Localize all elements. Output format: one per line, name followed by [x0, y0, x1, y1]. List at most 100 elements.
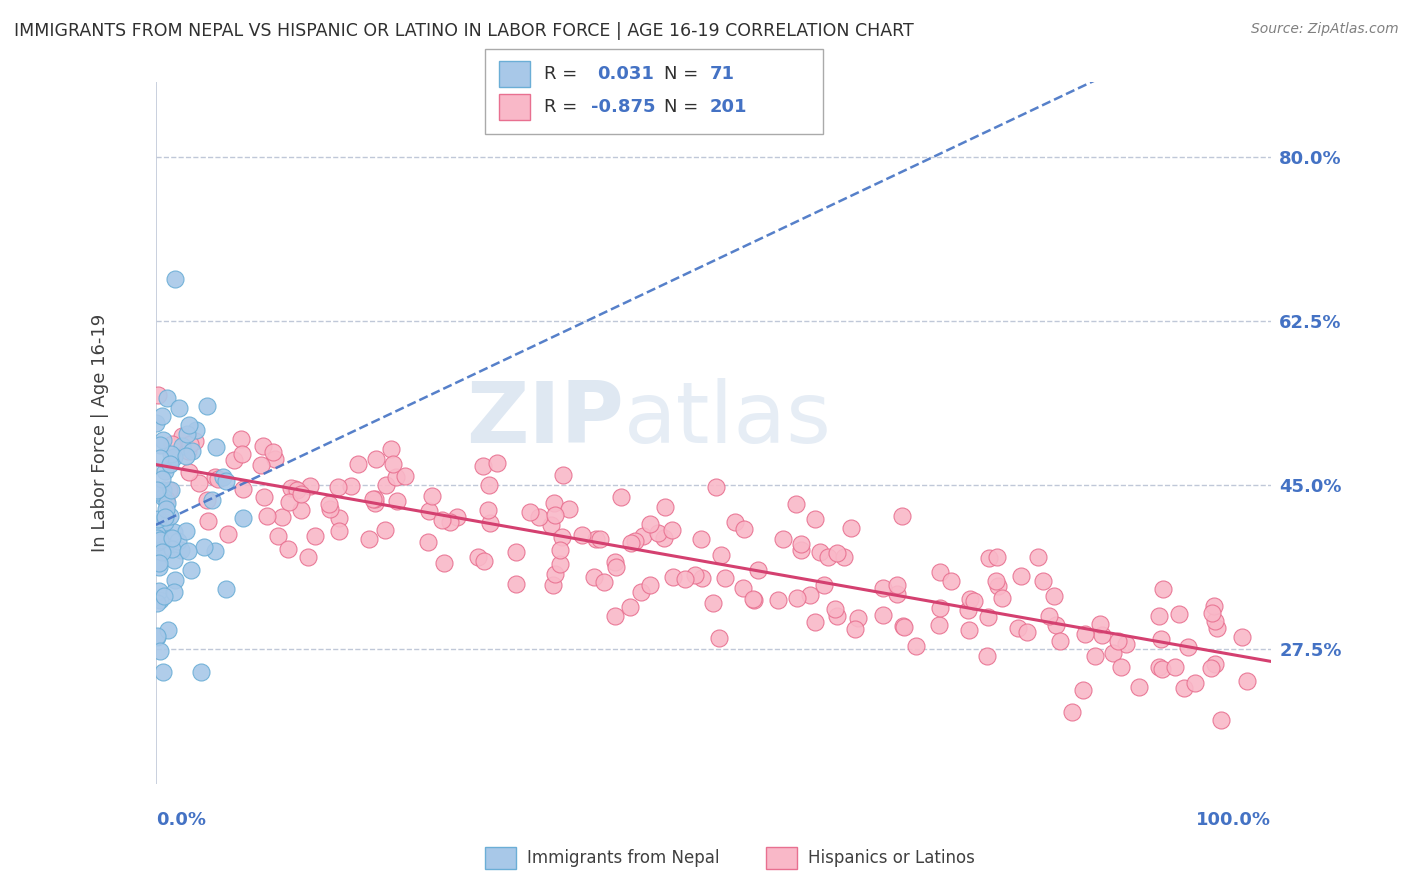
Point: [169, 543, 191, 558]
Point: [179, 465, 201, 479]
Point: [304, 529, 326, 543]
Point: [593, 574, 616, 589]
Point: [571, 528, 593, 542]
Point: [1205, 621, 1227, 635]
Point: [704, 480, 727, 494]
Point: [1043, 589, 1066, 603]
Point: [148, 556, 170, 570]
Point: [193, 540, 215, 554]
Point: [152, 590, 174, 604]
Point: [467, 549, 489, 564]
Point: [145, 531, 167, 545]
Text: 0.031: 0.031: [598, 65, 654, 83]
Point: [180, 444, 202, 458]
Point: [557, 502, 579, 516]
Point: [152, 490, 174, 504]
Point: [146, 483, 169, 498]
Point: [207, 472, 229, 486]
Point: [290, 503, 312, 517]
Point: [844, 623, 866, 637]
Point: [1091, 628, 1114, 642]
Point: [204, 544, 226, 558]
Text: Immigrants from Nepal: Immigrants from Nepal: [527, 849, 720, 867]
Point: [146, 512, 169, 526]
Point: [1199, 661, 1222, 675]
Point: [603, 609, 626, 624]
Point: [605, 555, 627, 569]
Point: [277, 494, 299, 508]
Point: [543, 496, 565, 510]
Point: [148, 535, 170, 549]
Point: [1107, 633, 1129, 648]
Point: [630, 585, 652, 599]
Point: [589, 533, 612, 547]
Point: [813, 578, 835, 592]
Point: [548, 542, 571, 557]
Point: [976, 609, 998, 624]
Point: [789, 543, 811, 558]
Point: [432, 513, 454, 527]
Point: [683, 567, 706, 582]
Point: [166, 533, 188, 548]
Point: [1049, 634, 1071, 648]
Point: [1184, 676, 1206, 690]
Point: [1101, 646, 1123, 660]
Point: [747, 563, 769, 577]
Point: [786, 591, 808, 605]
Point: [363, 496, 385, 510]
Point: [180, 563, 202, 577]
Point: [841, 521, 863, 535]
Point: [893, 619, 915, 633]
Point: [150, 409, 173, 423]
Point: [652, 531, 675, 545]
Point: [148, 583, 170, 598]
Point: [150, 545, 173, 559]
Point: [170, 429, 193, 443]
Point: [986, 550, 1008, 565]
Point: [638, 516, 661, 531]
Text: 0.0%: 0.0%: [156, 811, 205, 829]
Point: [1109, 660, 1132, 674]
Point: [553, 468, 575, 483]
Point: [804, 512, 827, 526]
Point: [1115, 638, 1137, 652]
Point: [187, 475, 209, 490]
Point: [177, 418, 200, 433]
Point: [785, 498, 807, 512]
Point: [149, 593, 172, 607]
Point: [382, 457, 405, 471]
Point: [160, 541, 183, 556]
Point: [544, 508, 567, 523]
Point: [962, 594, 984, 608]
Point: [262, 444, 284, 458]
Point: [153, 510, 176, 524]
Point: [987, 579, 1010, 593]
Point: [163, 553, 186, 567]
Point: [186, 423, 208, 437]
Point: [153, 515, 176, 529]
Point: [152, 483, 174, 498]
Text: N =: N =: [664, 65, 697, 83]
Point: [1088, 616, 1111, 631]
Point: [156, 496, 179, 510]
Point: [155, 502, 177, 516]
Text: IMMIGRANTS FROM NEPAL VS HISPANIC OR LATINO IN LABOR FORCE | AGE 16-19 CORRELATI: IMMIGRANTS FROM NEPAL VS HISPANIC OR LAT…: [14, 22, 914, 40]
Point: [197, 514, 219, 528]
Point: [152, 472, 174, 486]
Point: [163, 450, 186, 465]
Text: 201: 201: [710, 98, 748, 116]
Point: [156, 392, 179, 406]
Point: [808, 545, 831, 559]
Point: [145, 417, 167, 431]
Point: [979, 550, 1001, 565]
Point: [690, 571, 713, 585]
Point: [519, 506, 541, 520]
Point: [583, 570, 606, 584]
Point: [152, 542, 174, 557]
Point: [891, 509, 914, 524]
Point: [148, 451, 170, 466]
Point: [231, 432, 253, 446]
Point: [1062, 705, 1084, 719]
Point: [1167, 607, 1189, 622]
Point: [485, 456, 508, 470]
